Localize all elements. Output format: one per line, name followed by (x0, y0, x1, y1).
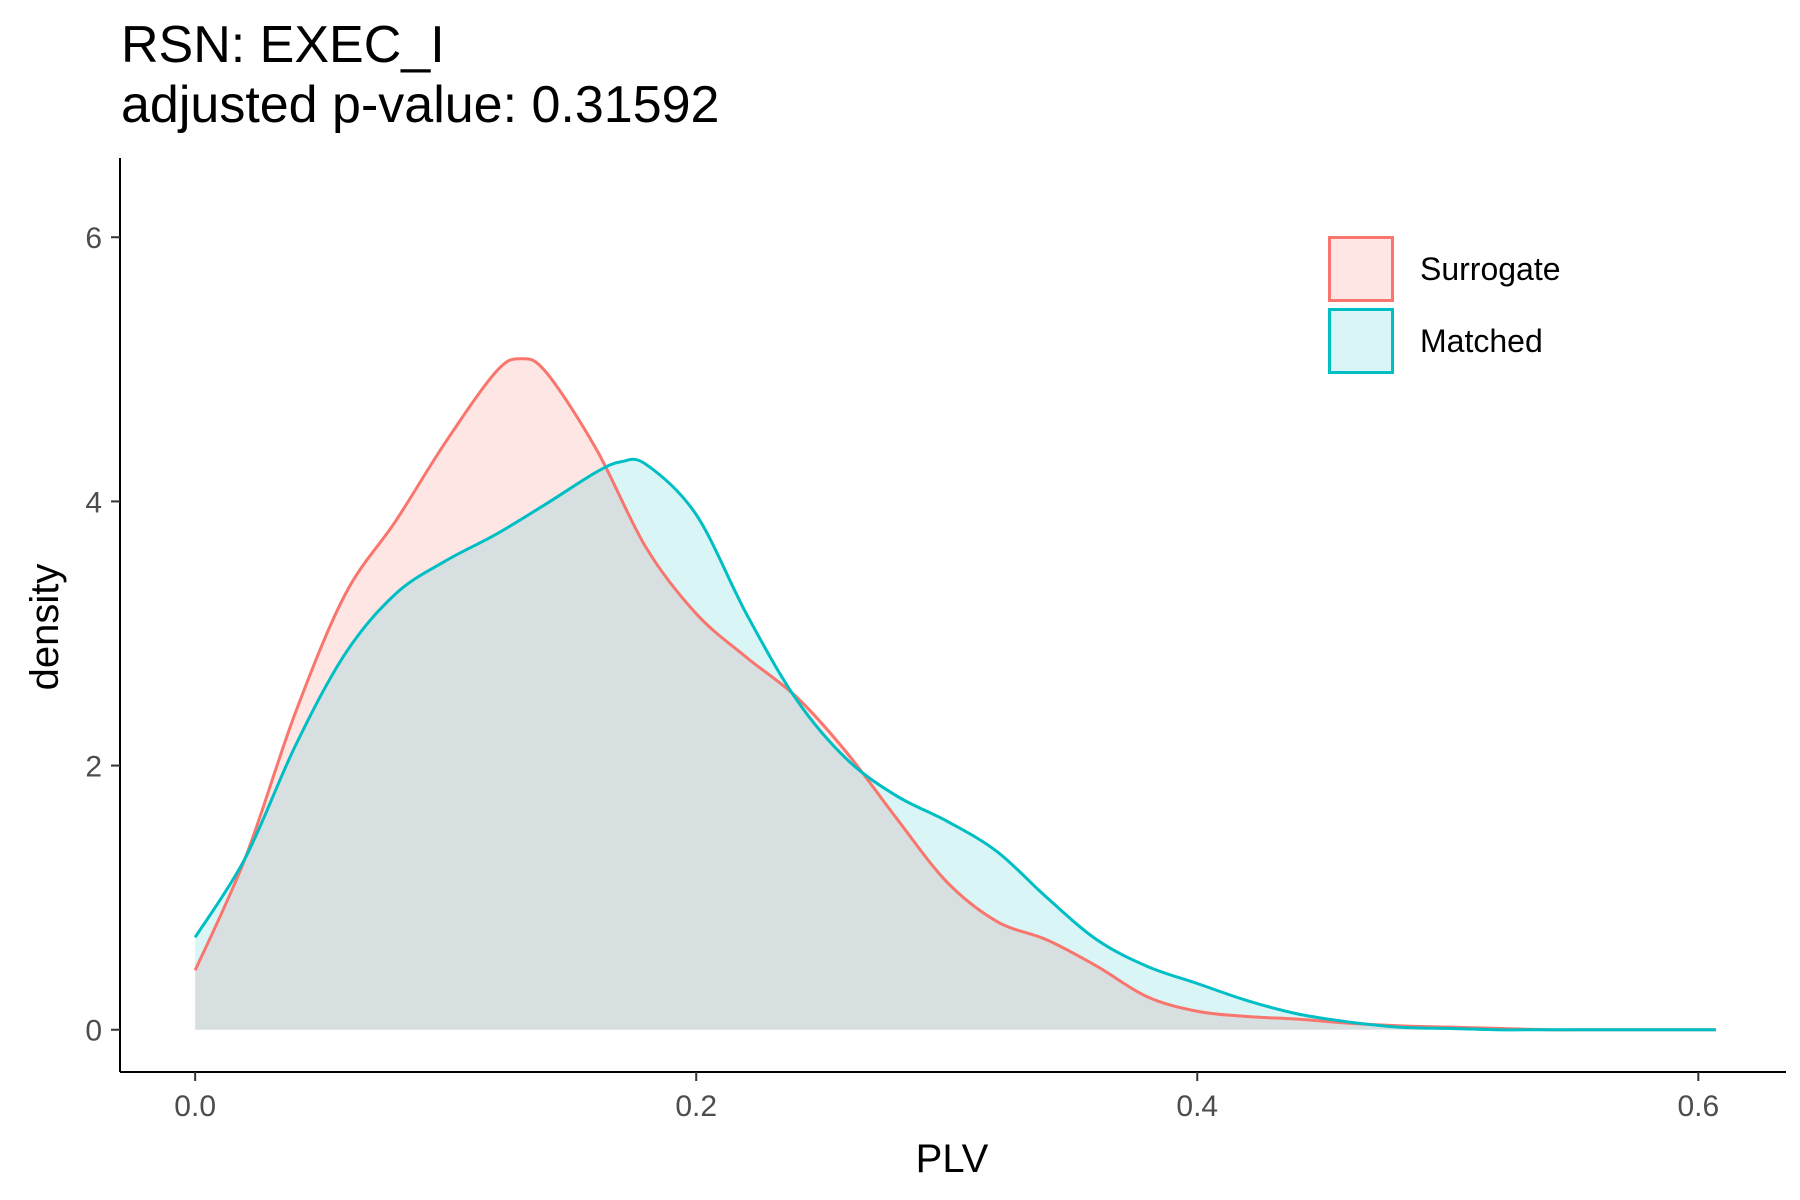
chart-subtitle: adjusted p-value: 0.31592 (121, 76, 719, 134)
legend-key-bg (1328, 308, 1394, 374)
series-layer (193, 357, 1716, 1032)
y-tick-label: 2 (85, 751, 102, 784)
x-axis-ticks: 0.0 0.2 0.4 0.6 (174, 1072, 1719, 1123)
y-tick-label: 0 (85, 1015, 102, 1048)
series-area-surrogate (195, 358, 1716, 1030)
legend-label-matched: Matched (1420, 323, 1543, 359)
x-tick-label: 0.0 (174, 1090, 216, 1123)
legend-key-surrogate (1328, 236, 1394, 302)
series-line-matched (193, 457, 1716, 1032)
chart-title: RSN: EXEC_I (121, 16, 445, 74)
legend: Surrogate Matched (1328, 236, 1561, 374)
legend-key-matched (1328, 308, 1394, 374)
legend-label-surrogate: Surrogate (1420, 251, 1561, 287)
x-tick-label: 0.2 (675, 1090, 717, 1123)
y-tick-label: 4 (85, 486, 102, 519)
y-axis-ticks: 0 2 4 6 (85, 222, 120, 1048)
x-axis-title: PLV (916, 1137, 989, 1181)
x-tick-label: 0.4 (1176, 1090, 1218, 1123)
legend-key-bg (1328, 236, 1394, 302)
y-tick-label: 6 (85, 222, 102, 255)
x-tick-label: 0.6 (1677, 1090, 1719, 1123)
series-area-matched (195, 459, 1716, 1030)
y-axis-title: density (23, 564, 67, 691)
